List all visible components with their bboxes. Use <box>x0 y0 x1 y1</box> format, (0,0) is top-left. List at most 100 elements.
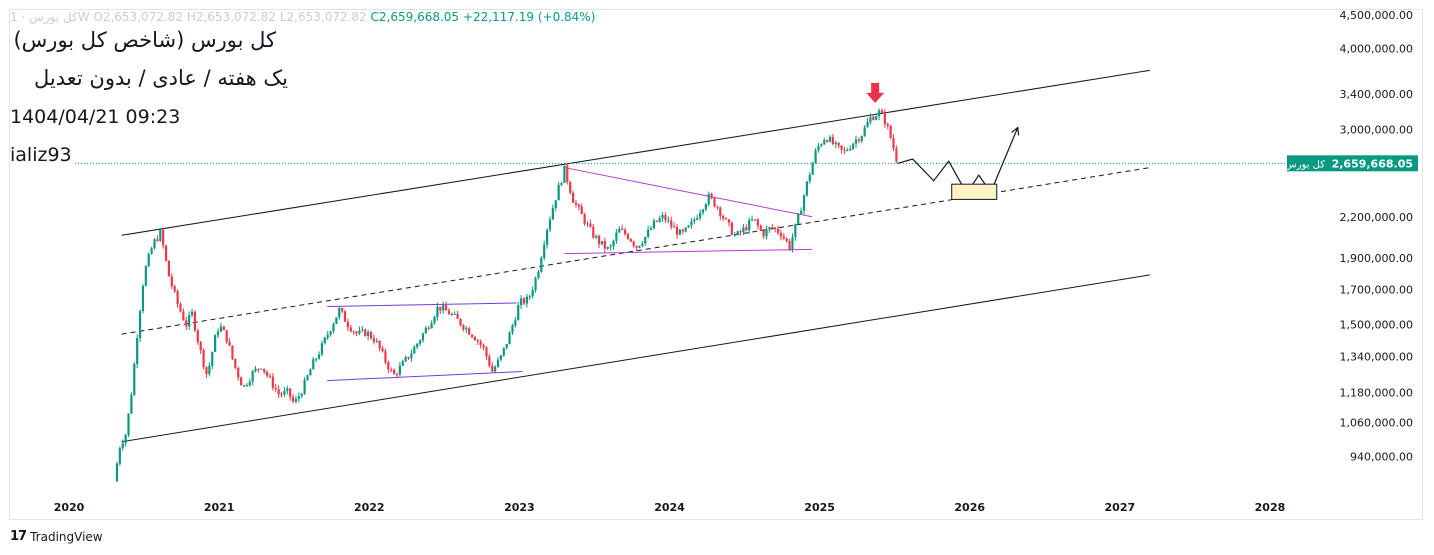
candle <box>730 221 733 236</box>
candle-body <box>335 317 338 324</box>
candle-body <box>167 260 171 277</box>
candle <box>421 332 425 343</box>
candle-body <box>877 110 881 117</box>
candle-body <box>300 394 303 397</box>
candle <box>632 240 635 248</box>
last-price-tag-value: 2,659,668.05 <box>1332 157 1413 170</box>
candle-body <box>297 396 300 400</box>
candle-body <box>537 271 540 278</box>
candle-body <box>263 368 266 372</box>
candle-body <box>696 217 699 220</box>
footer-branding[interactable]: 17 TradingView <box>10 529 103 544</box>
candle-body <box>127 413 130 435</box>
candle <box>196 328 199 345</box>
candle-body <box>828 136 832 142</box>
candle <box>358 326 361 336</box>
note-author[interactable]: ializ93 <box>10 144 72 166</box>
last-price-tag-name: کل بورس <box>1285 159 1326 170</box>
candle-body <box>716 206 719 208</box>
candle-body <box>271 376 274 388</box>
candle-body <box>690 221 693 226</box>
candle-body <box>814 150 817 163</box>
candle-body <box>632 241 635 246</box>
candle-body <box>745 227 748 231</box>
candle-body <box>684 227 687 232</box>
note-title[interactable]: کل بورس (شاخص کل بورس) <box>13 28 276 52</box>
symbol-label[interactable]: کل بورس · 1W <box>10 10 90 24</box>
candle <box>880 108 884 114</box>
candle-body <box>320 343 324 355</box>
candle-body <box>387 362 390 370</box>
close-value: C2,659,668.05 <box>370 10 460 24</box>
candle <box>427 325 430 331</box>
candle <box>869 113 872 125</box>
candle <box>673 222 676 228</box>
candle-body <box>286 388 289 391</box>
candle <box>306 374 309 381</box>
candle <box>860 135 863 144</box>
candle <box>638 245 641 249</box>
candle <box>260 368 263 370</box>
candle-body <box>242 385 246 387</box>
candle <box>534 276 537 293</box>
candle-body <box>410 353 413 359</box>
candle-body <box>237 367 240 378</box>
candle-body <box>771 227 774 229</box>
candle <box>866 118 869 128</box>
candle-body <box>638 245 641 248</box>
candle-body <box>418 340 422 344</box>
candle <box>369 330 373 340</box>
candle-body <box>222 326 225 331</box>
candle <box>332 322 335 334</box>
candle-body <box>875 116 878 120</box>
candle-body <box>303 379 306 395</box>
candle <box>724 217 728 220</box>
candle-body <box>185 320 188 327</box>
candle-body <box>444 305 448 311</box>
candle-body <box>268 375 272 377</box>
note-datetime[interactable]: 1404/04/21 09:23 <box>10 106 181 128</box>
candle-body <box>329 331 332 335</box>
candle-body <box>707 193 710 205</box>
candle <box>317 351 321 360</box>
time-axis[interactable]: 2020 2021 2022 2023 2024 2025 2026 2027 2028 <box>54 501 1286 514</box>
candle-body <box>779 232 783 237</box>
candle <box>413 344 416 354</box>
candle <box>655 220 658 223</box>
candle-body <box>421 333 425 341</box>
candle-body <box>574 202 578 205</box>
candle-body <box>309 369 312 376</box>
candle <box>828 135 832 143</box>
note-subtitle[interactable]: یک هفته / عادی / بدون تعدیل <box>33 66 288 90</box>
candle <box>701 208 705 216</box>
candle-body <box>514 320 517 326</box>
channel-upper-line <box>121 69 1150 236</box>
x-tick-label: 2028 <box>1255 501 1286 514</box>
price-axis[interactable]: 4,500,000.00 4,000,000.00 3,400,000.00 3,00… <box>1340 9 1413 463</box>
candle <box>834 140 837 149</box>
candle <box>219 322 222 333</box>
candle-body <box>283 390 286 395</box>
candle-body <box>398 365 401 375</box>
candle <box>748 217 751 235</box>
candle <box>716 205 719 210</box>
y-tick-label: 4,000,000.00 <box>1340 42 1413 55</box>
candle <box>551 204 554 220</box>
candle <box>802 194 806 215</box>
candle <box>136 334 139 369</box>
candle-body <box>626 234 630 239</box>
candle <box>652 218 656 230</box>
x-tick-label: 2023 <box>504 501 535 514</box>
candle <box>341 307 344 314</box>
candle <box>216 328 220 339</box>
candle <box>571 190 575 204</box>
candle <box>520 295 523 310</box>
candle-body <box>199 342 202 351</box>
candle-body <box>390 369 393 371</box>
candle <box>805 180 809 197</box>
candle-body <box>597 235 601 245</box>
candle <box>664 212 667 223</box>
candle <box>592 223 595 239</box>
candle <box>141 284 145 314</box>
